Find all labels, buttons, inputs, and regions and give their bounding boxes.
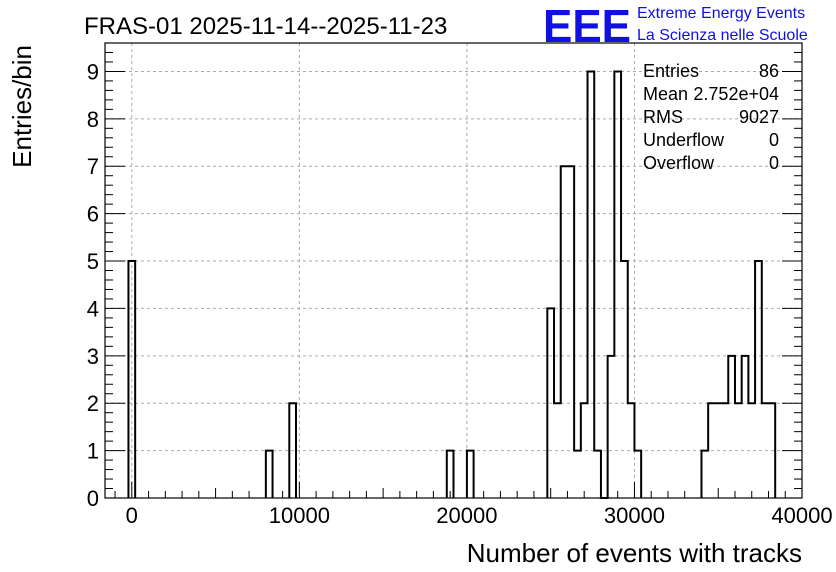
y-axis-label: Entries/bin <box>7 45 37 168</box>
stats-underflow-value: 0 <box>769 130 779 150</box>
stats-overflow-value: 0 <box>769 153 779 173</box>
logo-line-1: Extreme Energy Events <box>637 5 805 22</box>
eee-logo: EEE Extreme Energy Events La Scienza nel… <box>543 0 808 52</box>
chart-title: FRAS-01 2025-11-14--2025-11-23 <box>84 13 447 40</box>
stats-overflow-label: Overflow <box>643 153 715 173</box>
y-tick-label: 8 <box>87 107 99 132</box>
stats-mean-label: Mean <box>643 84 688 104</box>
stats-rms-value: 9027 <box>739 107 779 127</box>
y-tick-label: 9 <box>87 59 99 84</box>
y-tick-label: 1 <box>87 439 99 464</box>
histogram-line <box>127 70 777 499</box>
logo-line-2: La Scienza nelle Scuole <box>637 27 808 44</box>
y-tick-labels: 0 1 2 3 4 5 6 7 8 9 <box>87 59 99 511</box>
axis-ticks <box>105 51 803 499</box>
y-tick-label: 6 <box>87 202 99 227</box>
eee-logo-mark: EEE <box>543 0 631 52</box>
x-axis-label: Number of events with tracks <box>467 538 802 568</box>
grid-lines <box>105 43 803 499</box>
x-tick-label: 20000 <box>436 503 497 528</box>
y-tick-label: 0 <box>87 486 99 511</box>
stats-entries-label: Entries <box>643 61 699 81</box>
plot-frame <box>104 42 803 499</box>
stats-mean-value: 2.752e+04 <box>693 84 779 104</box>
x-tick-label: 10000 <box>269 503 330 528</box>
x-tick-label: 0 <box>126 503 138 528</box>
y-tick-label: 5 <box>87 249 99 274</box>
stats-entries-value: 86 <box>759 61 779 81</box>
stats-underflow-label: Underflow <box>643 130 725 150</box>
x-tick-label: 40000 <box>771 503 832 528</box>
y-tick-label: 2 <box>87 391 99 416</box>
x-tick-labels: 0 10000 20000 30000 40000 <box>126 503 833 528</box>
stats-box: Entries 86 Mean 2.752e+04 RMS 9027 Under… <box>643 61 779 173</box>
stats-rms-label: RMS <box>643 107 683 127</box>
y-tick-label: 3 <box>87 344 99 369</box>
x-tick-label: 30000 <box>604 503 665 528</box>
y-tick-label: 4 <box>87 296 99 321</box>
y-tick-label: 7 <box>87 154 99 179</box>
